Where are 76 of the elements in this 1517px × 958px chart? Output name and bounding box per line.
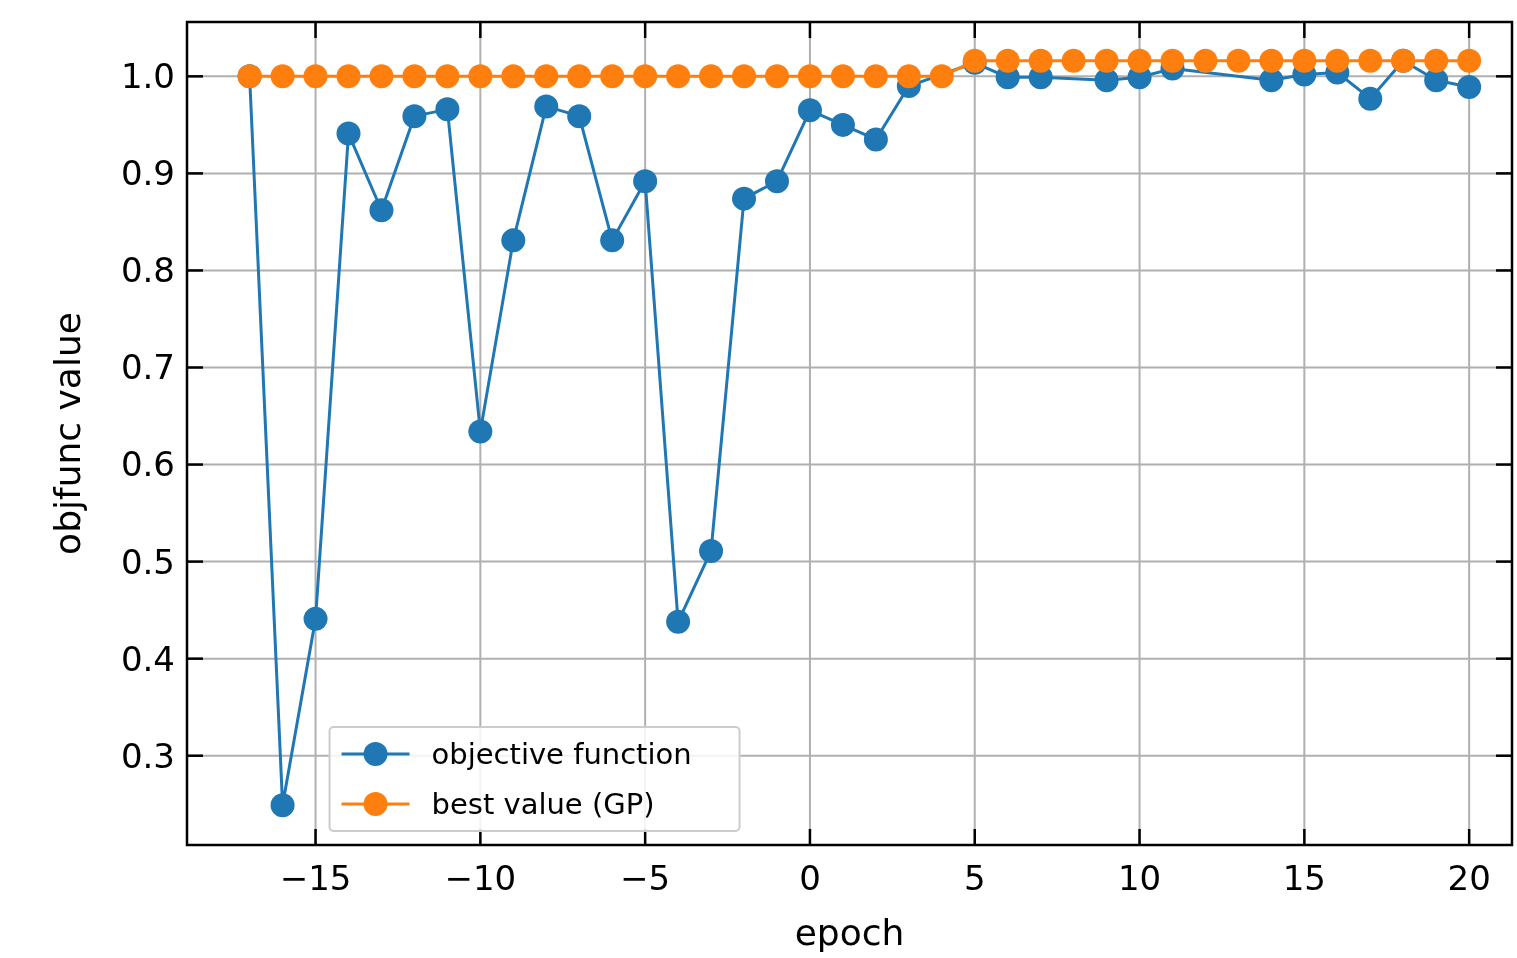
point bbox=[666, 609, 691, 634]
point bbox=[1325, 48, 1350, 73]
point bbox=[501, 64, 526, 89]
point bbox=[402, 64, 427, 89]
point bbox=[1061, 48, 1086, 73]
point bbox=[468, 419, 493, 444]
x-tick-label: −5 bbox=[620, 858, 671, 898]
y-tick-label: 0.8 bbox=[120, 250, 175, 291]
point bbox=[1457, 75, 1482, 100]
point bbox=[797, 98, 822, 123]
y-tick-label: 0.3 bbox=[120, 735, 175, 776]
y-tick-label: 1.0 bbox=[120, 56, 175, 97]
legend-label: objective function bbox=[431, 737, 692, 772]
x-tick-label: 20 bbox=[1447, 858, 1491, 898]
point bbox=[1094, 48, 1119, 73]
x-tick-label: 5 bbox=[963, 858, 986, 898]
point bbox=[1028, 48, 1053, 73]
point bbox=[1193, 48, 1218, 73]
point bbox=[303, 64, 328, 89]
point bbox=[863, 127, 888, 152]
point bbox=[699, 64, 724, 89]
point bbox=[699, 538, 724, 563]
point bbox=[1358, 48, 1383, 73]
point bbox=[435, 97, 460, 122]
y-tick-label: 0.4 bbox=[120, 638, 175, 679]
point bbox=[732, 64, 757, 89]
point bbox=[995, 48, 1020, 73]
point bbox=[1127, 48, 1152, 73]
point bbox=[501, 228, 526, 253]
point bbox=[633, 169, 658, 194]
point bbox=[666, 64, 691, 89]
point bbox=[468, 64, 493, 89]
point bbox=[830, 112, 855, 137]
point bbox=[797, 64, 822, 89]
point bbox=[1259, 48, 1284, 73]
point bbox=[1358, 86, 1383, 111]
x-tick-label: −10 bbox=[444, 858, 517, 898]
point bbox=[435, 64, 460, 89]
point bbox=[1457, 48, 1482, 73]
x-axis-title: epoch bbox=[794, 912, 905, 953]
point bbox=[534, 94, 559, 119]
y-tick-label: 0.6 bbox=[120, 444, 175, 485]
y-tick-label: 0.7 bbox=[120, 347, 175, 388]
point bbox=[600, 228, 625, 253]
legend-label: best value (GP) bbox=[431, 787, 655, 822]
y-tick-label: 0.9 bbox=[120, 153, 175, 194]
point bbox=[567, 64, 592, 89]
y-axis-title: objfunc value bbox=[47, 312, 88, 555]
point bbox=[633, 64, 658, 89]
point bbox=[336, 64, 361, 89]
y-tick-label: 0.5 bbox=[120, 541, 175, 582]
point bbox=[303, 606, 328, 631]
point bbox=[336, 121, 361, 146]
point bbox=[830, 64, 855, 89]
point bbox=[402, 104, 427, 129]
point bbox=[764, 64, 789, 89]
x-tick-label: 0 bbox=[799, 858, 821, 898]
point bbox=[896, 64, 921, 89]
x-tick-label: 10 bbox=[1117, 858, 1162, 898]
point bbox=[534, 64, 559, 89]
point bbox=[929, 64, 954, 89]
x-tick-label: 15 bbox=[1282, 858, 1326, 898]
point bbox=[863, 64, 888, 89]
point bbox=[1226, 48, 1251, 73]
point bbox=[369, 198, 394, 223]
x-tick-label: −15 bbox=[279, 858, 352, 898]
point bbox=[1424, 48, 1449, 73]
point bbox=[270, 64, 295, 89]
point bbox=[732, 186, 757, 211]
point bbox=[764, 169, 789, 194]
point bbox=[270, 793, 295, 818]
point bbox=[1292, 48, 1317, 73]
point bbox=[567, 104, 592, 129]
point bbox=[1160, 48, 1185, 73]
point bbox=[369, 64, 394, 89]
point bbox=[600, 64, 625, 89]
